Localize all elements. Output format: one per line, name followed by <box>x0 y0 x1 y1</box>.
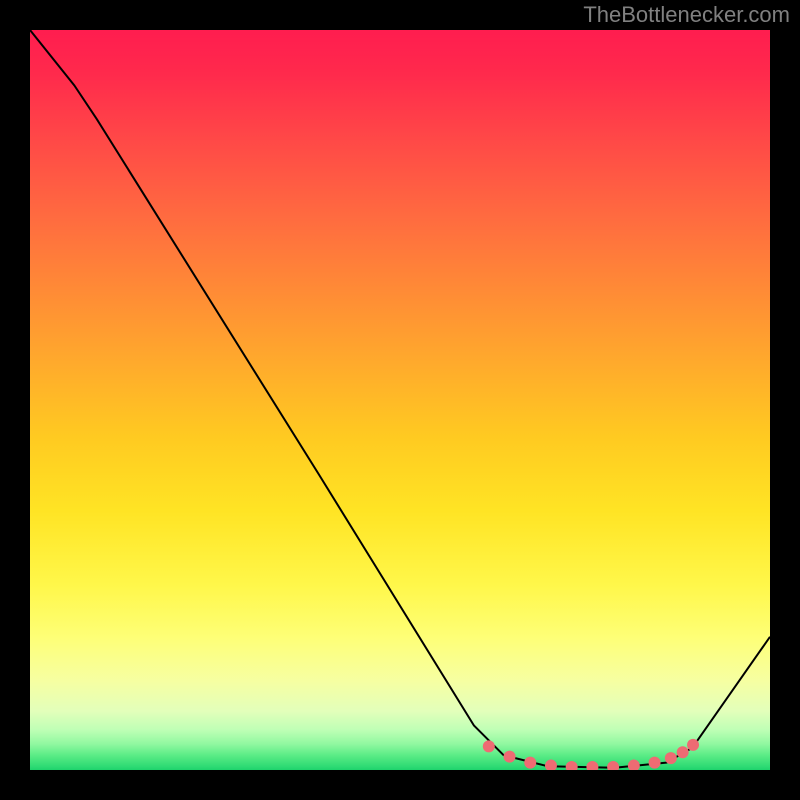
watermark-label: TheBottlenecker.com <box>583 2 790 28</box>
marker-dot <box>687 739 699 751</box>
marker-dot <box>524 757 536 769</box>
marker-dot <box>649 757 661 769</box>
marker-dot <box>483 740 495 752</box>
plot-area <box>30 30 770 770</box>
marker-dot <box>665 752 677 764</box>
marker-dot <box>677 746 689 758</box>
chart-stage: TheBottlenecker.com <box>0 0 800 800</box>
marker-dot <box>504 751 516 763</box>
chart-svg <box>30 30 770 770</box>
gradient-background <box>30 30 770 770</box>
